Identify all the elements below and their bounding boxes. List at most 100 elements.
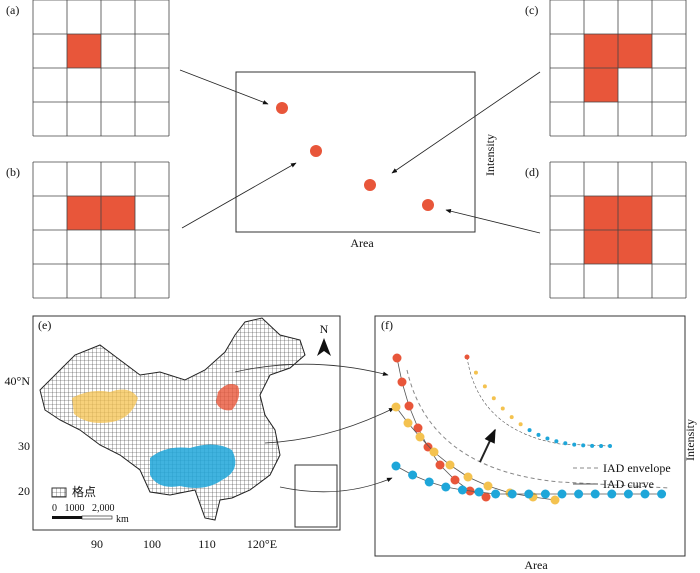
curve-dot bbox=[464, 354, 470, 360]
curve-dot bbox=[507, 489, 517, 499]
curve-dot bbox=[545, 436, 550, 441]
curve-dot bbox=[408, 470, 418, 480]
region-yellow bbox=[72, 389, 138, 423]
curve-dot bbox=[415, 432, 425, 442]
lon-label: 120°E bbox=[247, 537, 277, 551]
curve-dot bbox=[491, 489, 501, 499]
curve-dot bbox=[536, 432, 541, 437]
map-arrow bbox=[264, 407, 395, 444]
map-china bbox=[39, 317, 306, 521]
scale-unit: km bbox=[116, 514, 129, 525]
grid-cell-filled bbox=[618, 34, 652, 68]
lat-label: 20 bbox=[18, 484, 30, 498]
curve-dot bbox=[574, 489, 584, 499]
arrow bbox=[479, 428, 496, 463]
arrow bbox=[445, 209, 541, 234]
curve-dot bbox=[581, 443, 586, 448]
curve-dot bbox=[599, 443, 604, 448]
map-arrow bbox=[279, 477, 393, 493]
lon-label: 110 bbox=[198, 537, 216, 551]
curve-dot bbox=[441, 482, 451, 492]
legend-label: 格点 bbox=[72, 484, 96, 499]
curve-dot bbox=[557, 489, 567, 499]
curve-dot bbox=[474, 487, 484, 497]
curve-dot bbox=[445, 460, 455, 470]
lat-label: 30 bbox=[18, 439, 30, 453]
curve-dot bbox=[435, 460, 445, 470]
curve-dot bbox=[509, 415, 514, 420]
axis-label: Area bbox=[350, 236, 374, 250]
curve-dot bbox=[392, 353, 402, 363]
panel-label: (a) bbox=[6, 3, 19, 17]
curve-dot bbox=[413, 423, 423, 433]
curve-dot bbox=[457, 485, 467, 495]
grid-cell-filled bbox=[584, 230, 618, 264]
dot bbox=[276, 102, 288, 114]
arrow bbox=[181, 162, 297, 229]
curve-dot bbox=[524, 489, 534, 499]
lon-label: 90 bbox=[91, 537, 103, 551]
grid-cell-filled bbox=[618, 196, 652, 230]
grid-cell-filled bbox=[618, 230, 652, 264]
curve-dot bbox=[391, 402, 401, 412]
legend-label: IAD curve bbox=[603, 477, 654, 491]
legend-box bbox=[51, 487, 67, 498]
curve-dot bbox=[397, 377, 407, 387]
legend-label: IAD envelope bbox=[603, 461, 671, 475]
curve-dot bbox=[491, 396, 496, 401]
curve-dot bbox=[590, 443, 595, 448]
panel-label: (f) bbox=[381, 318, 393, 332]
curve-dot bbox=[450, 475, 460, 485]
curve-dot bbox=[563, 441, 568, 446]
panel-label: (e) bbox=[38, 318, 51, 332]
curve-dot bbox=[403, 418, 413, 428]
arrow bbox=[179, 69, 269, 105]
lat-label: 40°N bbox=[5, 374, 31, 388]
north-label: N bbox=[320, 322, 329, 336]
arrow bbox=[391, 71, 541, 174]
grid-cell-filled bbox=[67, 34, 101, 68]
map-frame bbox=[32, 315, 341, 531]
curve-dot bbox=[481, 492, 491, 502]
axis-label: Area bbox=[524, 558, 548, 572]
panel-label: (c) bbox=[525, 3, 538, 17]
curve-dot bbox=[640, 489, 650, 499]
small-curve bbox=[466, 356, 611, 447]
curve-dot bbox=[500, 406, 505, 411]
curve-dot bbox=[391, 461, 401, 471]
scale-bar bbox=[52, 516, 82, 519]
panel-label: (b) bbox=[6, 165, 20, 179]
center-frame bbox=[235, 71, 476, 233]
region-blue bbox=[150, 444, 236, 488]
grid-cell-filled bbox=[584, 196, 618, 230]
axis-label: Intensity bbox=[483, 134, 497, 176]
curve-dot bbox=[657, 489, 667, 499]
curve-dot bbox=[572, 442, 577, 447]
north-arrow bbox=[317, 338, 331, 356]
lon-label: 100 bbox=[143, 537, 161, 551]
curve-dot bbox=[518, 422, 523, 427]
curve-dot bbox=[483, 481, 493, 491]
plot-frame bbox=[374, 315, 686, 557]
dot bbox=[310, 145, 322, 157]
curve-dot bbox=[540, 489, 550, 499]
curve-dot bbox=[607, 489, 617, 499]
curve-dot bbox=[623, 489, 633, 499]
scale-bar bbox=[81, 515, 113, 520]
panel-label: (d) bbox=[525, 165, 539, 179]
curve-dot bbox=[482, 384, 487, 389]
scale-label: 0 1000 2,000 bbox=[52, 503, 115, 514]
grid-cell-filled bbox=[67, 196, 101, 230]
curve-dot bbox=[527, 428, 532, 433]
inset bbox=[294, 464, 338, 528]
curve-dot bbox=[423, 442, 433, 452]
dot bbox=[364, 179, 376, 191]
curve bbox=[395, 406, 556, 501]
map-arrow bbox=[234, 363, 389, 376]
curve-dot bbox=[590, 489, 600, 499]
grid-cell-filled bbox=[584, 68, 618, 102]
curve-dot bbox=[429, 447, 439, 457]
curve-dot bbox=[424, 477, 434, 487]
curve-dot bbox=[554, 439, 559, 444]
